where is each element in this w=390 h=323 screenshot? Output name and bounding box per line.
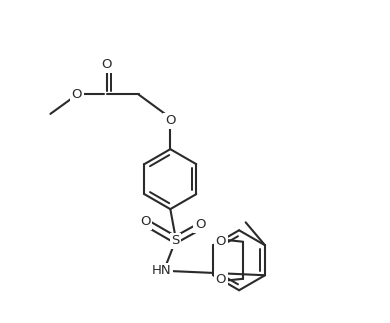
Text: O: O (165, 114, 176, 128)
Text: O: O (216, 273, 226, 286)
Text: HN: HN (152, 264, 171, 277)
Text: O: O (195, 218, 206, 232)
Text: S: S (172, 234, 180, 247)
Text: O: O (72, 88, 82, 101)
Text: O: O (101, 58, 112, 71)
Text: O: O (216, 234, 226, 247)
Text: O: O (140, 215, 151, 228)
